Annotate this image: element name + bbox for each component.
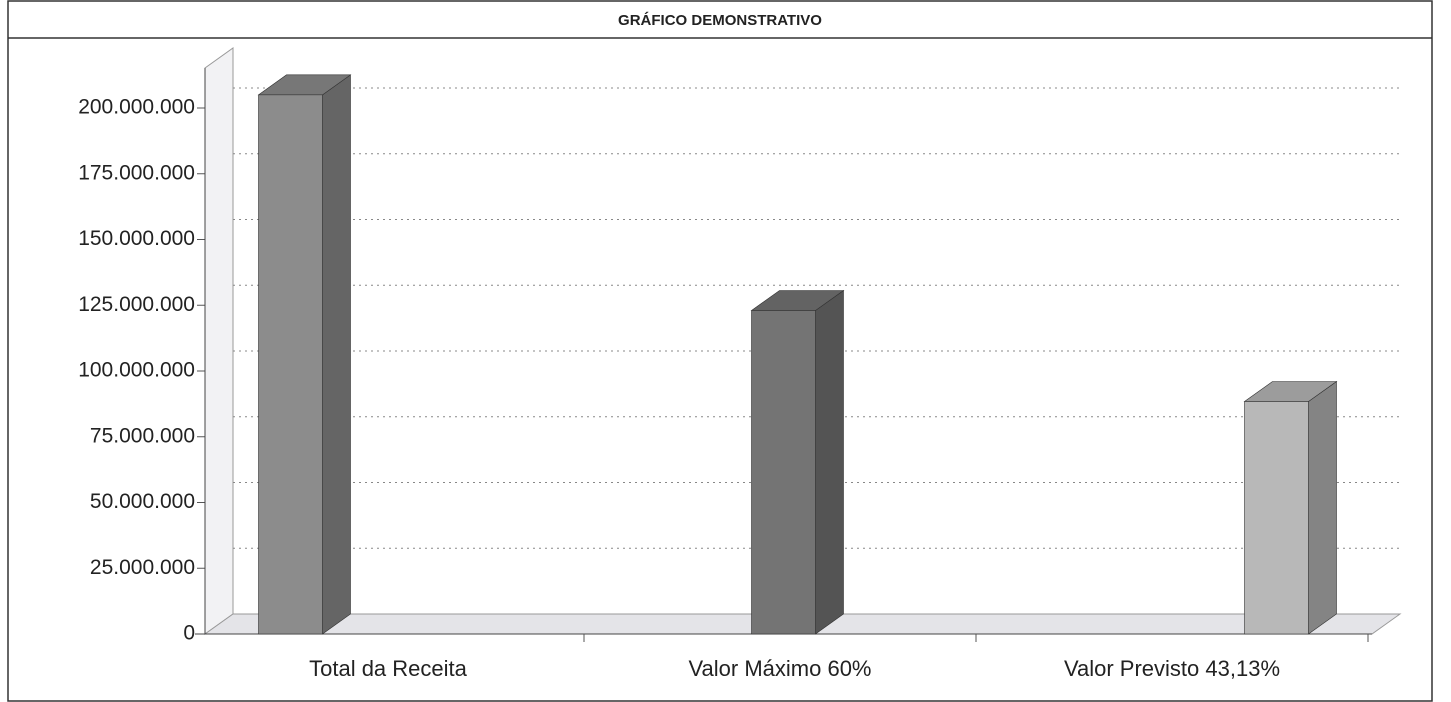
- back-wall: [204, 47, 234, 635]
- y-tick-label: 75.000.000: [90, 424, 195, 447]
- frame: [7, 0, 1433, 702]
- chart-title: GRÁFICO DEMONSTRATIVO: [618, 12, 822, 29]
- bar: [1244, 401, 1309, 635]
- y-tick-label: 150.000.000: [78, 227, 195, 250]
- y-tick-label: 25.000.000: [90, 556, 195, 579]
- y-tick-label: 175.000.000: [78, 161, 195, 184]
- y-tick-label: 200.000.000: [78, 96, 195, 119]
- bar-side: [1308, 380, 1337, 635]
- bar-side: [322, 74, 351, 635]
- x-tick-label: Total da Receita: [309, 656, 468, 681]
- y-tick-label: 100.000.000: [78, 359, 195, 382]
- y-tick-label: 0: [183, 622, 195, 645]
- x-tick-label: Valor Previsto 43,13%: [1064, 656, 1280, 681]
- y-tick-label: 50.000.000: [90, 490, 195, 513]
- y-tick-label: 125.000.000: [78, 293, 195, 316]
- bar: [751, 310, 816, 635]
- bar-side: [815, 289, 844, 635]
- bar: [258, 94, 323, 635]
- x-tick-label: Valor Máximo 60%: [689, 656, 872, 681]
